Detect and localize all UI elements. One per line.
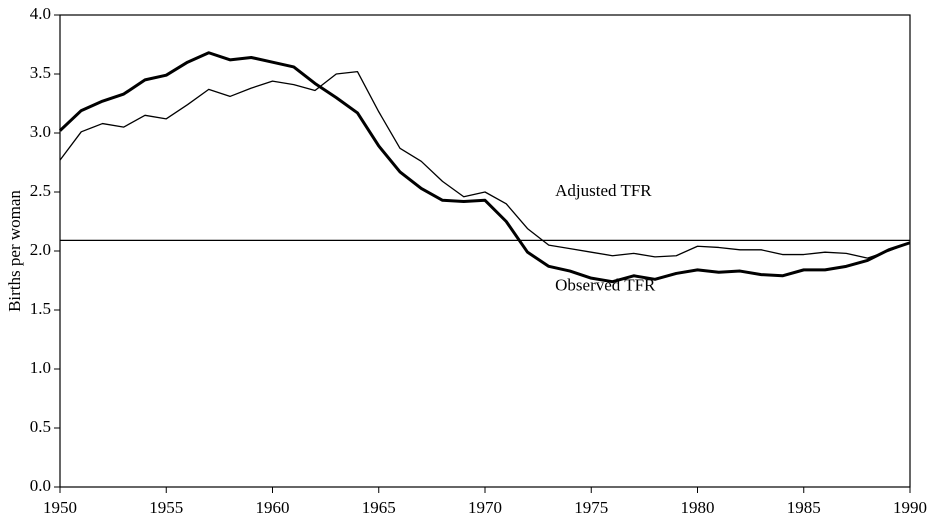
y-tick-label: 3.5 (30, 63, 51, 82)
y-tick-label: 1.5 (30, 299, 51, 318)
x-tick-label: 1990 (893, 498, 927, 517)
series-label: Adjusted TFR (555, 181, 652, 200)
plot-frame (59, 14, 911, 488)
y-tick-label: 0.5 (30, 417, 51, 436)
x-tick-label: 1960 (256, 498, 290, 517)
y-tick-label: 1.0 (30, 358, 51, 377)
y-tick-label: 4.0 (30, 4, 51, 23)
x-tick-label: 1955 (149, 498, 183, 517)
x-tick-label: 1975 (574, 498, 608, 517)
series-line (58, 51, 911, 284)
x-tick-label: 1970 (468, 498, 502, 517)
x-tick-label: 1965 (362, 498, 396, 517)
y-tick-label: 3.0 (30, 122, 51, 141)
series-line (59, 70, 911, 259)
y-tick-label: 2.5 (30, 181, 51, 200)
series-label: Observed TFR (555, 275, 656, 294)
x-tick-label: 1980 (681, 498, 715, 517)
y-axis-label: Births per woman (5, 190, 24, 312)
x-tick-label: 1950 (43, 498, 77, 517)
y-tick-label: 2.0 (30, 240, 51, 259)
x-tick-label: 1985 (787, 498, 821, 517)
y-tick-label: 0.0 (30, 476, 51, 495)
